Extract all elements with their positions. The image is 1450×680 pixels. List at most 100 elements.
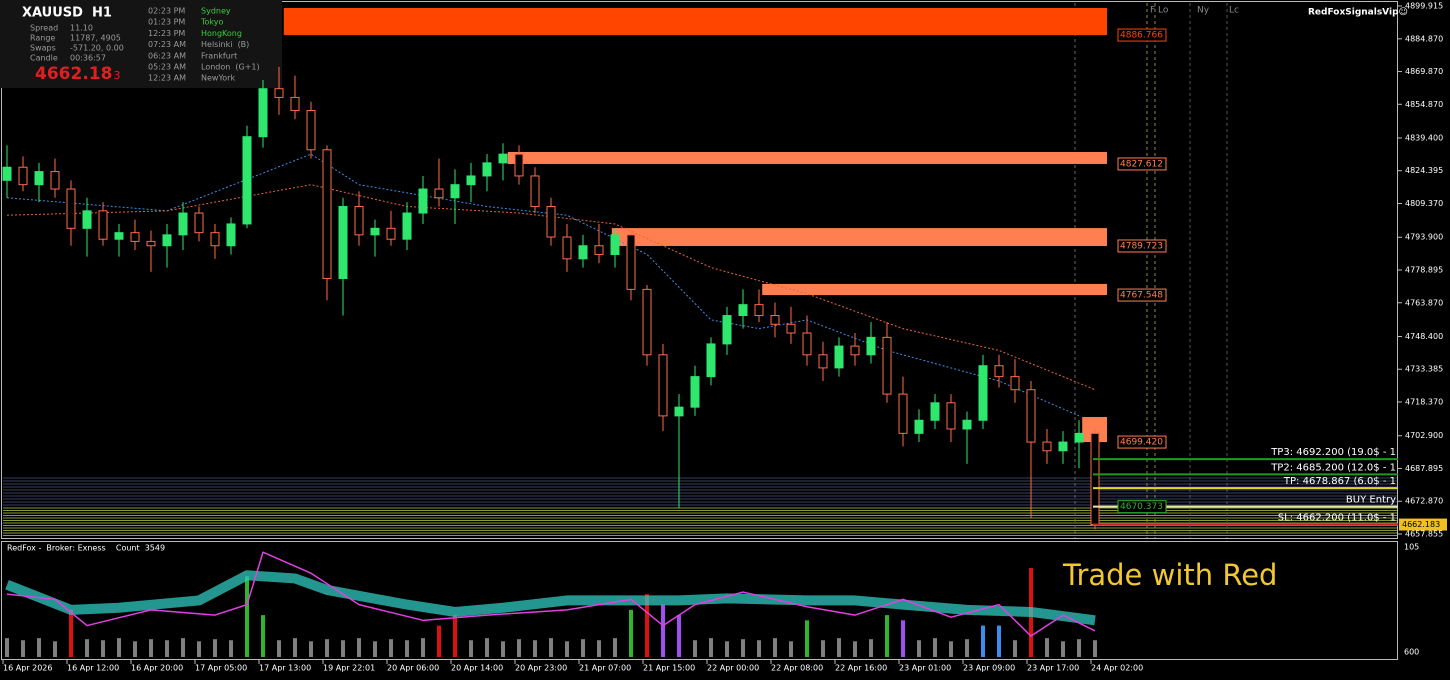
candle-body — [802, 332, 812, 356]
candle-body — [738, 304, 748, 317]
candle-body — [402, 212, 412, 240]
moving-average — [6, 184, 1096, 391]
y-tick-label: 4869.870 — [1405, 67, 1443, 76]
histogram-bar — [533, 640, 537, 657]
candle-body — [50, 171, 60, 190]
y-tick-label: 4824.395 — [1405, 166, 1443, 175]
histogram-bar — [789, 641, 793, 657]
candle-body — [706, 343, 716, 378]
zone-label: 4699.420 — [1120, 438, 1163, 448]
session-label: Lc — [1229, 6, 1239, 16]
y-tick-label: 4733.385 — [1405, 365, 1443, 374]
y-tick-label: 4809.370 — [1405, 199, 1443, 208]
candle-body — [962, 419, 972, 430]
info-label: Candle — [30, 54, 58, 63]
y-tick-label: 4899.915 — [1405, 2, 1443, 11]
candle-body — [946, 402, 956, 430]
candle-body — [834, 345, 844, 369]
session-label: Ny — [1197, 6, 1210, 16]
supply-zone — [611, 228, 1107, 246]
x-tick-label: 19 Apr 22:01 — [323, 664, 375, 673]
histogram-bar — [869, 639, 873, 657]
candle-body — [818, 354, 828, 369]
candle-body — [482, 162, 492, 177]
candle-body — [626, 234, 636, 290]
histogram-bar — [1061, 641, 1065, 657]
candle-body — [34, 171, 44, 186]
info-value: 00:36:57 — [70, 54, 106, 63]
info-value: 11.10 — [70, 24, 93, 33]
candle-body — [658, 354, 668, 417]
histogram-bar — [1093, 640, 1097, 657]
candle-body — [210, 232, 220, 247]
info-value: 11787, 4905 — [70, 34, 121, 43]
histogram-bar — [357, 638, 361, 657]
x-tick-label: 16 Apr 20:00 — [131, 664, 183, 673]
price-main: 4662.18 — [35, 64, 112, 84]
candle-body — [850, 345, 860, 356]
indicator-line — [6, 551, 1096, 637]
histogram-bar — [613, 638, 617, 657]
candle-body — [306, 110, 316, 151]
indicator-line — [5, 570, 1096, 626]
y-tick-label: 4854.870 — [1405, 100, 1443, 109]
histogram-bar — [645, 594, 649, 657]
candle-body — [162, 234, 172, 247]
histogram-bar — [629, 609, 633, 657]
y-tick-label: 4763.870 — [1405, 298, 1443, 307]
candle-body — [898, 393, 908, 434]
x-tick-label: 21 Apr 15:00 — [643, 664, 695, 673]
x-tick-label: 23 Apr 09:00 — [963, 664, 1015, 673]
histogram-bar — [37, 638, 41, 657]
x-tick-label: 23 Apr 01:00 — [899, 664, 951, 673]
histogram-bar — [965, 639, 969, 657]
histogram-bar — [213, 639, 217, 657]
histogram-bar — [693, 640, 697, 657]
candle-body — [338, 205, 348, 279]
histogram-bar — [405, 640, 409, 657]
histogram-bar — [1013, 640, 1017, 657]
session-time: 02:23 PM — [148, 7, 185, 16]
candle-body — [530, 175, 540, 207]
candle-body — [642, 288, 652, 356]
session-name: Frankfurt — [201, 51, 237, 60]
x-tick-label: 17 Apr 05:00 — [195, 664, 247, 673]
candle-body — [674, 406, 684, 417]
histogram-bar — [453, 615, 457, 657]
session-time: 01:23 PM — [148, 18, 185, 27]
histogram-bar — [197, 641, 201, 657]
candle-body — [594, 245, 604, 255]
candle-body — [690, 376, 700, 408]
candle-body — [914, 419, 924, 434]
candle-body — [866, 336, 876, 356]
histogram-bar — [917, 640, 921, 657]
histogram-bar — [373, 641, 377, 657]
candle-body — [1010, 376, 1020, 391]
histogram-bar — [293, 638, 297, 657]
candle-body — [514, 153, 524, 177]
candle-body — [498, 153, 508, 164]
histogram-bar — [581, 639, 585, 657]
y-tick-label: 4748.400 — [1405, 332, 1443, 341]
zone-label-box — [1117, 288, 1167, 302]
histogram-bar — [5, 638, 9, 657]
candle-body — [354, 205, 364, 236]
current-price-box — [1399, 518, 1447, 531]
x-tick-label: 23 Apr 17:00 — [1027, 664, 1079, 673]
price-digit: 3 — [113, 69, 120, 82]
session-name: NewYork — [201, 74, 235, 83]
histogram-bar — [885, 615, 889, 657]
histogram-bar — [517, 639, 521, 657]
candle-body — [562, 236, 572, 260]
y-tick-label: 4687.895 — [1405, 464, 1443, 473]
y-tick-label: 4884.870 — [1405, 34, 1443, 43]
histogram-bar — [181, 638, 185, 657]
y-tick-label: 4839.400 — [1405, 134, 1443, 143]
supply-zone — [762, 283, 1107, 296]
histogram-bar — [821, 640, 825, 657]
main-frame — [1, 1, 1398, 539]
x-tick-label: 20 Apr 06:00 — [387, 664, 439, 673]
session-time: 12:23 AM — [148, 74, 186, 83]
histogram-bar — [709, 638, 713, 657]
